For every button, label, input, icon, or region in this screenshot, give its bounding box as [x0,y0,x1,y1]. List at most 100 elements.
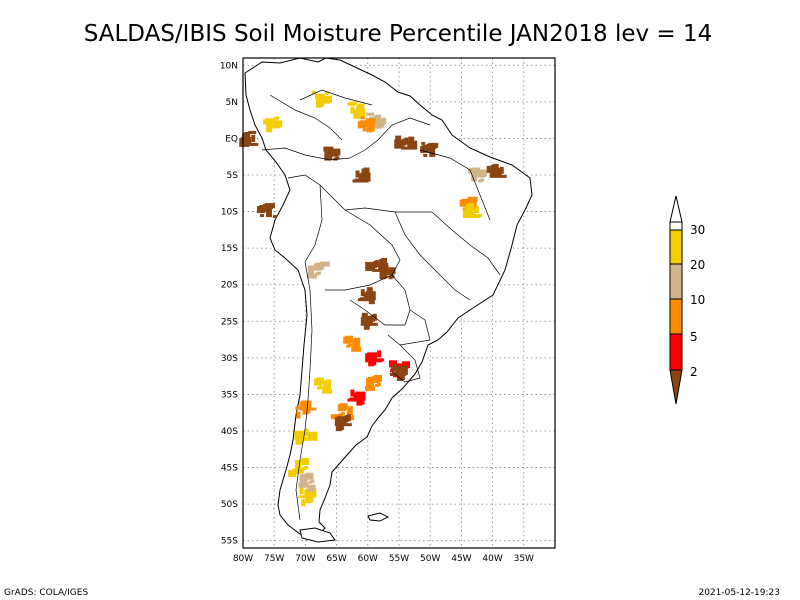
map-frame [242,57,556,549]
lon-tick-label: 70W [295,554,315,564]
anomaly-cell [363,292,374,302]
color-legend: 30 20 10 5 2 [669,195,705,405]
anomaly-cell [366,112,375,116]
lon-tick-label: 55W [389,554,409,564]
anomaly-cell [239,137,250,147]
anomaly-cell [423,153,428,157]
border-chile-argentina [295,261,313,521]
anomaly-cell [357,121,366,129]
legend-label-2: 2 [690,365,698,379]
anomaly-cell [365,261,376,271]
border-uruguay [391,344,421,383]
anomaly-cell [324,151,331,161]
legend-swatch-5-10 [669,298,683,335]
lat-tick-label: 25S [221,317,238,327]
anomaly-cell [471,215,480,219]
lat-tick-label: 5S [227,171,239,181]
anomaly-cell [390,364,395,372]
legend-label-30: 30 [690,223,705,237]
lat-tick-label: 10N [220,61,238,71]
anomaly-cell [372,119,383,129]
anomaly-patch-below-2 [256,203,277,219]
anomaly-cell [395,366,406,376]
anomaly-cell [426,143,437,149]
anomaly-cell [357,298,366,302]
anomaly-cell [346,406,353,416]
anomaly-patch-20-30 [294,428,318,445]
anomaly-cell [347,102,356,106]
anomaly-cell [242,132,249,138]
border-peru-bolivia [304,184,323,263]
lon-tick-label: 45W [451,554,471,564]
anomaly-cell [352,338,359,348]
anomaly-cell [250,142,259,146]
anomaly-patch-5-10 [357,116,376,133]
anomaly-cell [307,484,316,492]
anomaly-cell [379,258,386,264]
anomaly-patch-below-2 [239,130,259,147]
lon-tick-label: 35W [514,554,534,564]
anomaly-cell [343,423,352,427]
anomaly-cell [356,104,363,110]
anomaly-cell [251,134,256,142]
anomaly-cell [368,299,375,305]
lon-tick-label: 65W [326,554,346,564]
anomaly-patch-below-2 [334,414,352,432]
anomaly-cell [372,375,381,383]
legend-swatch-above-30-base [669,221,683,231]
anomaly-cell [330,149,339,157]
anomaly-cell [420,145,429,153]
anomaly-cell [361,312,368,318]
anomaly-cell [301,437,310,441]
anomaly-cell [273,117,278,121]
anomaly-cell [377,350,382,358]
anomaly-cell [385,268,394,276]
anomaly-cell [305,498,312,504]
lat-tick-label: 5N [226,98,238,108]
anomaly-cell [489,168,500,178]
anomaly-cell [312,90,316,94]
anomaly-cell [307,265,314,275]
anomaly-cell [372,268,381,272]
lat-tick-label: EQ [225,134,238,144]
legend-swatch-20-30 [669,229,683,265]
anomaly-cell [299,401,310,411]
anomaly-cell [322,96,330,104]
lon-tick-label: 50W [420,554,440,564]
border-brazil-argentina [387,309,431,346]
anomaly-cell [296,411,301,419]
anomaly-cell [307,431,318,441]
anomaly-cell [360,289,365,297]
anomaly-cell [299,487,304,495]
anomaly-cell [361,168,368,174]
anomaly-cell [373,260,378,268]
lon-tick-label: 60W [358,554,378,564]
anomaly-cell [389,360,397,368]
anomaly-cell [325,91,329,95]
anomaly-cell [338,413,343,417]
anomaly-cell [478,179,483,183]
anomaly-cell [374,359,383,363]
lat-tick-label: 45S [221,464,238,474]
anomaly-cell [256,206,265,214]
latitude-tick-labels: 10N 5N EQ 5S 10S 15S 20S 25S 30S 35S 40S 45S 50S 55S [220,61,238,546]
legend-swatch-10-20 [669,263,683,300]
anomaly-patch-10-20 [468,167,488,183]
footer-credit: GrADS: COLA/IGES [4,588,88,598]
legend-label-5: 5 [690,330,698,344]
anomaly-cell [335,426,342,432]
anomaly-patch-20-30 [288,458,310,478]
anomaly-cell [305,472,314,480]
anomaly-cell [292,469,303,475]
anomaly-cell [474,206,479,214]
tierra-del-fuego [299,527,336,543]
lat-tick-label: 20S [221,281,238,291]
anomaly-cell [308,480,313,484]
anomaly-cell [498,174,507,178]
anomaly-cell [314,378,323,386]
anomaly-cell [346,344,351,348]
anomaly-cell [351,346,362,352]
border-brazil-states-center [431,211,501,276]
